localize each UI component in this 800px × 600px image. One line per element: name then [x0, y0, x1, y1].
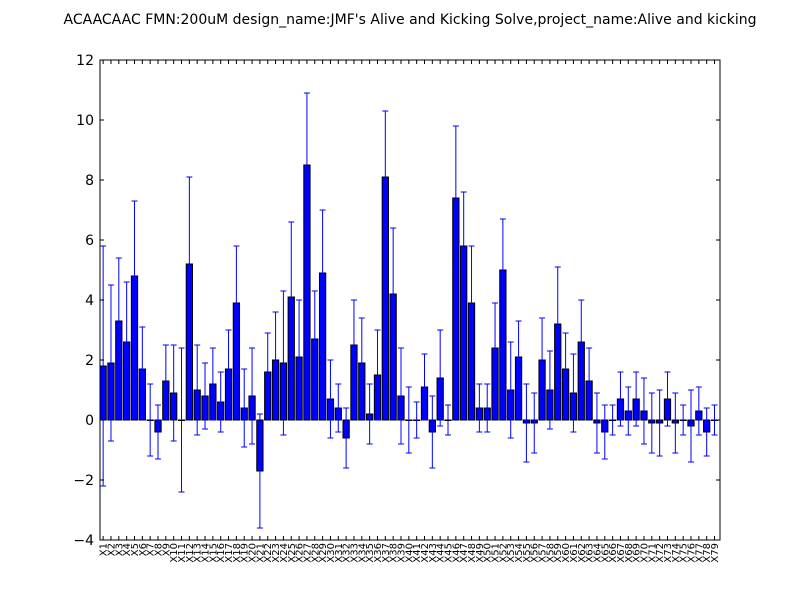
- x-tick-label: X33: [349, 543, 360, 563]
- x-tick-label: X58: [545, 543, 556, 563]
- x-tick-label: X46: [451, 543, 462, 563]
- x-tick-label: X47: [459, 543, 470, 563]
- x-tick-label: X72: [655, 543, 666, 563]
- x-tick-label: X2: [106, 543, 117, 556]
- x-tick-label: X27: [302, 543, 313, 563]
- x-tick-label: X54: [514, 543, 525, 563]
- x-tick-label: X23: [271, 543, 282, 563]
- x-tick-label: X26: [295, 543, 306, 563]
- x-tick-label: X67: [616, 543, 627, 563]
- x-tick-label: X56: [530, 543, 541, 563]
- y-tick-label: 4: [85, 293, 94, 309]
- x-tick-label: X51: [491, 543, 502, 563]
- chart-title: ACAACAAC FMN:200uM design_name:JMF's Ali…: [64, 12, 757, 28]
- y-tick-label: 6: [85, 233, 94, 249]
- x-tick-label: X19: [240, 543, 251, 563]
- x-tick-label: X31: [334, 543, 345, 563]
- x-tick-label: X1: [99, 543, 110, 556]
- x-tick-label: X4: [122, 543, 133, 556]
- x-tick-label: X25: [287, 543, 298, 563]
- x-tick-label: X71: [647, 543, 658, 563]
- x-tick-label: X61: [569, 543, 580, 563]
- x-tick-label: X32: [342, 543, 353, 563]
- x-tick-label: X18: [232, 543, 243, 563]
- x-tick-label: X78: [702, 543, 713, 563]
- x-tick-label: X59: [553, 543, 564, 563]
- x-tick-label: X53: [506, 543, 517, 563]
- x-tick-label: X44: [436, 543, 447, 563]
- x-tick-label: X10: [169, 543, 180, 563]
- y-tick-label: −4: [73, 533, 94, 549]
- x-tick-label: X68: [624, 543, 635, 563]
- x-tick-label: X52: [498, 543, 509, 563]
- x-tick-label: X37: [381, 543, 392, 563]
- x-tick-label: X45: [444, 543, 455, 563]
- x-tick-label: X62: [577, 543, 588, 563]
- x-tick-label: X60: [561, 543, 572, 563]
- x-tick-label: X17: [224, 543, 235, 563]
- x-tick-label: X24: [279, 543, 290, 563]
- y-tick-label: 8: [85, 173, 94, 189]
- x-tick-label: X64: [592, 543, 603, 563]
- x-tick-label: X40: [404, 543, 415, 563]
- x-tick-label: X21: [255, 543, 266, 563]
- x-tick-label: X73: [663, 543, 674, 563]
- y-tick-label: 2: [85, 353, 94, 369]
- x-tick-label: X8: [154, 543, 165, 556]
- x-tick-label: X77: [694, 543, 705, 563]
- x-tick-label: X30: [326, 543, 337, 563]
- x-tick-label: X43: [428, 543, 439, 563]
- x-tick-label: X14: [201, 543, 212, 563]
- x-tick-label: X48: [467, 543, 478, 563]
- x-tick-label: X36: [373, 543, 384, 563]
- x-tick-label: X70: [639, 543, 650, 563]
- x-tick-label: X63: [585, 543, 596, 563]
- x-tick-label: X79: [710, 543, 721, 563]
- x-tick-label: X9: [161, 543, 172, 556]
- x-tick-label: X20: [248, 543, 259, 563]
- y-tick-label: −2: [73, 473, 94, 489]
- x-tick-label: X38: [389, 543, 400, 563]
- x-tick-label: X66: [608, 543, 619, 563]
- errorbars-layer: [100, 92, 718, 529]
- x-tick-label: X3: [114, 543, 125, 556]
- y-tick-label: 0: [85, 413, 94, 429]
- x-tick-label: X55: [522, 543, 533, 563]
- x-tick-label: X41: [412, 543, 423, 563]
- x-tick-label: X11: [177, 543, 188, 563]
- x-tick-label: X35: [365, 543, 376, 563]
- x-tick-label: X22: [263, 543, 274, 563]
- x-tick-label: X7: [146, 543, 157, 556]
- x-tick-label: X57: [538, 543, 549, 563]
- y-tick-label: 10: [76, 113, 94, 129]
- x-tick-label: X76: [686, 543, 697, 563]
- x-axis: X1X2X3X4X5X6X7X8X9X10X11X12X13X14X15X16X…: [99, 60, 721, 563]
- x-tick-label: X34: [357, 543, 368, 563]
- x-tick-label: X6: [138, 543, 149, 556]
- x-tick-label: X75: [679, 543, 690, 563]
- x-tick-label: X50: [483, 543, 494, 563]
- x-tick-label: X29: [318, 543, 329, 563]
- x-tick-label: X12: [185, 543, 196, 563]
- x-tick-label: X5: [130, 543, 141, 556]
- y-tick-label: 12: [76, 53, 94, 69]
- x-tick-label: X65: [600, 543, 611, 563]
- x-tick-label: X49: [475, 543, 486, 563]
- y-axis: −4 −2 0 2 4 6 8 10 12: [73, 53, 720, 549]
- x-tick-label: X28: [310, 543, 321, 563]
- x-tick-label: X15: [208, 543, 219, 563]
- x-tick-label: X16: [216, 543, 227, 563]
- x-tick-label: X42: [420, 543, 431, 563]
- x-tick-label: X74: [671, 543, 682, 563]
- x-tick-label: X13: [193, 543, 204, 563]
- x-tick-label: X69: [632, 543, 643, 563]
- x-tick-label: X39: [396, 543, 407, 563]
